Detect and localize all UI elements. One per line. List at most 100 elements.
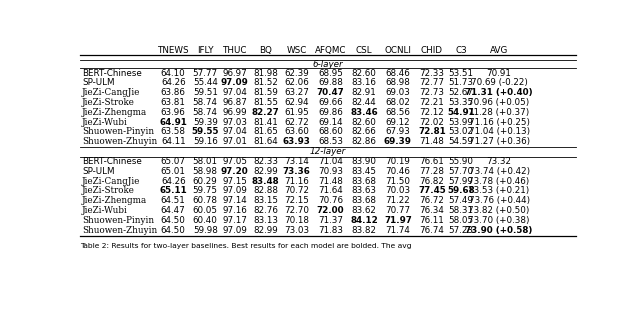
Text: 69.39: 69.39 — [384, 137, 412, 146]
Text: 84.12: 84.12 — [350, 216, 378, 225]
Text: 76.11: 76.11 — [420, 216, 444, 225]
Text: 57.49: 57.49 — [449, 196, 474, 205]
Text: 97.17: 97.17 — [222, 216, 247, 225]
Text: 73.53 (+0.21): 73.53 (+0.21) — [468, 186, 530, 195]
Text: JieZi-Stroke: JieZi-Stroke — [82, 186, 135, 195]
Text: 70.77: 70.77 — [385, 206, 410, 215]
Text: 59.51: 59.51 — [193, 88, 218, 97]
Text: 70.19: 70.19 — [385, 157, 410, 166]
Text: 64.11: 64.11 — [161, 137, 186, 146]
Text: 60.29: 60.29 — [193, 177, 218, 186]
Text: 71.50: 71.50 — [385, 177, 410, 186]
Text: 97.03: 97.03 — [222, 118, 247, 127]
Text: 62.06: 62.06 — [284, 78, 309, 87]
Text: 68.60: 68.60 — [318, 127, 343, 136]
Text: 64.47: 64.47 — [161, 206, 186, 215]
Text: 63.60: 63.60 — [284, 127, 309, 136]
Text: 82.60: 82.60 — [352, 118, 377, 127]
Text: 63.58: 63.58 — [161, 127, 186, 136]
Text: OCNLI: OCNLI — [385, 46, 412, 55]
Text: SP-ULM: SP-ULM — [82, 167, 115, 176]
Text: 73.32: 73.32 — [486, 157, 511, 166]
Text: 83.46: 83.46 — [350, 108, 378, 117]
Text: 53.02: 53.02 — [449, 127, 474, 136]
Text: 82.66: 82.66 — [352, 127, 376, 136]
Text: 81.64: 81.64 — [253, 137, 278, 146]
Text: 97.14: 97.14 — [222, 196, 247, 205]
Text: 63.27: 63.27 — [284, 88, 309, 97]
Text: 97.15: 97.15 — [222, 177, 247, 186]
Text: 70.72: 70.72 — [284, 186, 309, 195]
Text: 97.05: 97.05 — [222, 157, 247, 166]
Text: 63.96: 63.96 — [161, 108, 186, 117]
Text: 76.34: 76.34 — [419, 206, 444, 215]
Text: 70.76: 70.76 — [318, 196, 343, 205]
Text: 6-layer: 6-layer — [313, 60, 343, 69]
Text: Shuowen-Zhuyin: Shuowen-Zhuyin — [82, 137, 157, 146]
Text: JieZi-Wubi: JieZi-Wubi — [82, 118, 128, 127]
Text: 72.21: 72.21 — [420, 98, 444, 107]
Text: 82.76: 82.76 — [253, 206, 278, 215]
Text: 81.52: 81.52 — [253, 78, 278, 87]
Text: 59.98: 59.98 — [193, 226, 218, 235]
Text: 69.88: 69.88 — [318, 78, 343, 87]
Text: 73.70 (+0.38): 73.70 (+0.38) — [468, 216, 530, 225]
Text: 72.00: 72.00 — [317, 206, 344, 215]
Text: 97.09: 97.09 — [221, 78, 248, 87]
Text: 97.04: 97.04 — [222, 88, 247, 97]
Text: 83.15: 83.15 — [253, 196, 278, 205]
Text: 72.81: 72.81 — [418, 127, 446, 136]
Text: 77.28: 77.28 — [419, 167, 444, 176]
Text: 83.90: 83.90 — [352, 157, 377, 166]
Text: 70.69 (-0.22): 70.69 (-0.22) — [470, 78, 527, 87]
Text: 97.01: 97.01 — [222, 137, 247, 146]
Text: 81.65: 81.65 — [253, 127, 278, 136]
Text: 61.95: 61.95 — [284, 108, 309, 117]
Text: 69.03: 69.03 — [385, 88, 410, 97]
Text: 82.99: 82.99 — [253, 167, 278, 176]
Text: 83.48: 83.48 — [252, 177, 279, 186]
Text: 59.16: 59.16 — [193, 137, 218, 146]
Text: 83.82: 83.82 — [352, 226, 377, 235]
Text: 76.72: 76.72 — [419, 196, 444, 205]
Text: 58.01: 58.01 — [193, 157, 218, 166]
Text: 12-layer: 12-layer — [310, 147, 346, 156]
Text: AVG: AVG — [490, 46, 508, 55]
Text: 71.04 (+0.13): 71.04 (+0.13) — [468, 127, 530, 136]
Text: 71.83: 71.83 — [318, 226, 343, 235]
Text: 70.47: 70.47 — [317, 88, 344, 97]
Text: 57.77: 57.77 — [193, 69, 218, 77]
Text: 57.70: 57.70 — [449, 167, 474, 176]
Text: 68.98: 68.98 — [385, 78, 410, 87]
Text: 82.91: 82.91 — [352, 88, 376, 97]
Text: BERT-Chinese: BERT-Chinese — [82, 157, 141, 166]
Text: 70.93: 70.93 — [318, 167, 343, 176]
Text: 82.99: 82.99 — [253, 226, 278, 235]
Text: JieZi-Zhengma: JieZi-Zhengma — [82, 196, 147, 205]
Text: 96.97: 96.97 — [222, 69, 247, 77]
Text: 63.86: 63.86 — [161, 88, 186, 97]
Text: 82.60: 82.60 — [352, 69, 377, 77]
Text: 72.70: 72.70 — [284, 206, 309, 215]
Text: 71.28 (+0.37): 71.28 (+0.37) — [468, 108, 530, 117]
Text: 71.48: 71.48 — [318, 177, 343, 186]
Text: 65.11: 65.11 — [159, 186, 187, 195]
Text: 82.27: 82.27 — [252, 108, 280, 117]
Text: 70.18: 70.18 — [284, 216, 309, 225]
Text: 63.81: 63.81 — [161, 98, 186, 107]
Text: 69.14: 69.14 — [318, 118, 343, 127]
Text: 71.37: 71.37 — [318, 216, 343, 225]
Text: 68.53: 68.53 — [318, 137, 343, 146]
Text: TNEWS: TNEWS — [157, 46, 189, 55]
Text: 53.51: 53.51 — [449, 69, 474, 77]
Text: 62.94: 62.94 — [284, 98, 309, 107]
Text: 83.63: 83.63 — [352, 186, 377, 195]
Text: Shuowen-Pinyin: Shuowen-Pinyin — [82, 127, 154, 136]
Text: 71.16 (+0.25): 71.16 (+0.25) — [468, 118, 530, 127]
Text: 57.99: 57.99 — [449, 177, 474, 186]
Text: 97.09: 97.09 — [222, 226, 247, 235]
Text: 70.91: 70.91 — [486, 69, 511, 77]
Text: 96.87: 96.87 — [222, 98, 247, 107]
Text: 64.26: 64.26 — [161, 177, 186, 186]
Text: 81.98: 81.98 — [253, 69, 278, 77]
